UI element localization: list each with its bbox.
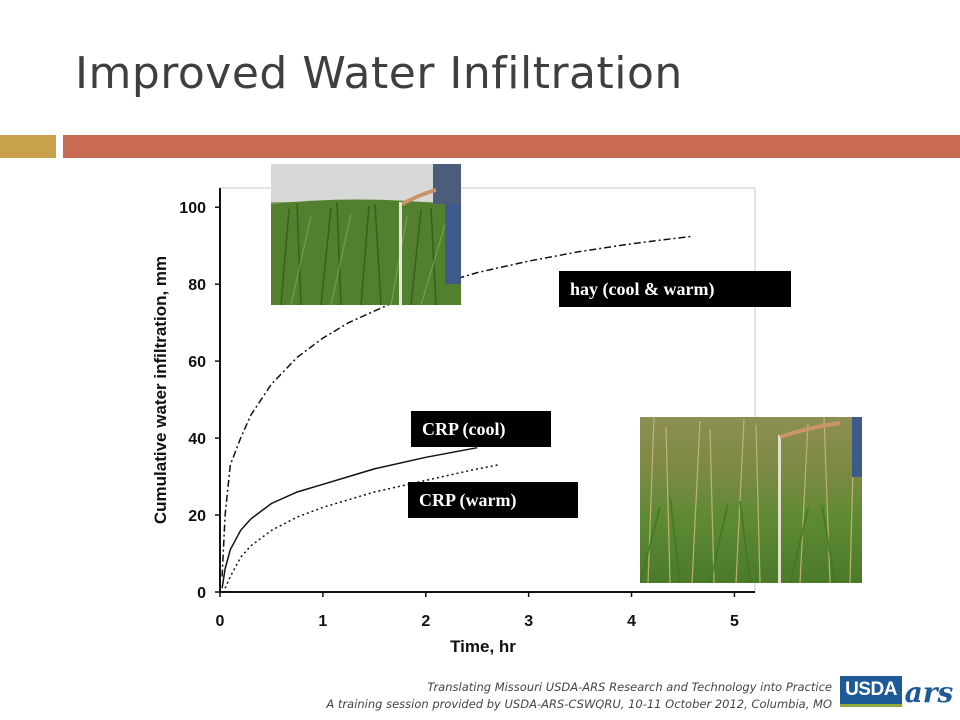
series-label-crp-cool: CRP (cool) xyxy=(411,411,551,447)
series-line-2 xyxy=(224,464,498,589)
slide-title: Improved Water Infiltration xyxy=(75,48,683,99)
x-tick-label: 3 xyxy=(524,613,533,630)
photo-hay-field xyxy=(271,164,461,305)
axes-layer: 0 1 2 3 4 5 0 20 40 60 80 100 xyxy=(179,188,755,630)
y-tick-label: 60 xyxy=(188,354,206,371)
y-tick-label: 0 xyxy=(197,585,206,602)
x-axis-title: Time, hr xyxy=(450,637,516,656)
logo-usda-text: USDA xyxy=(840,676,902,704)
series-layer xyxy=(221,235,694,589)
series-label-hay: hay (cool & warm) xyxy=(559,271,791,307)
y-axis-title: Cumulative water infiltration, mm xyxy=(151,256,170,524)
y-tick-label: 80 xyxy=(188,277,206,294)
series-label-crp-warm: CRP (warm) xyxy=(408,482,578,518)
photo-crp-field xyxy=(640,417,862,583)
x-tick-label: 1 xyxy=(318,613,327,630)
x-tick-label: 0 xyxy=(216,613,225,630)
footer-line-1: Translating Missouri USDA-ARS Research a… xyxy=(427,680,832,694)
crp-grass-drawing xyxy=(640,417,862,583)
x-tick-label: 2 xyxy=(421,613,430,630)
usda-ars-logo: USDA ars xyxy=(840,676,956,716)
hay-grass-drawing xyxy=(271,164,461,305)
series-line-0 xyxy=(221,235,694,577)
series-line-1 xyxy=(221,446,478,589)
y-tick-label: 20 xyxy=(188,508,206,525)
footer-line-2: A training session provided by USDA-ARS-… xyxy=(326,697,832,711)
y-tick-label: 40 xyxy=(188,431,206,448)
logo-swoosh xyxy=(840,704,902,712)
y-tick-label: 100 xyxy=(179,200,206,217)
title-accent-bar-gold xyxy=(0,135,56,158)
x-tick-label: 4 xyxy=(627,613,636,630)
x-tick-label: 5 xyxy=(730,613,739,630)
title-accent-bar-rust xyxy=(63,135,960,158)
logo-ars-text: ars xyxy=(904,676,954,709)
